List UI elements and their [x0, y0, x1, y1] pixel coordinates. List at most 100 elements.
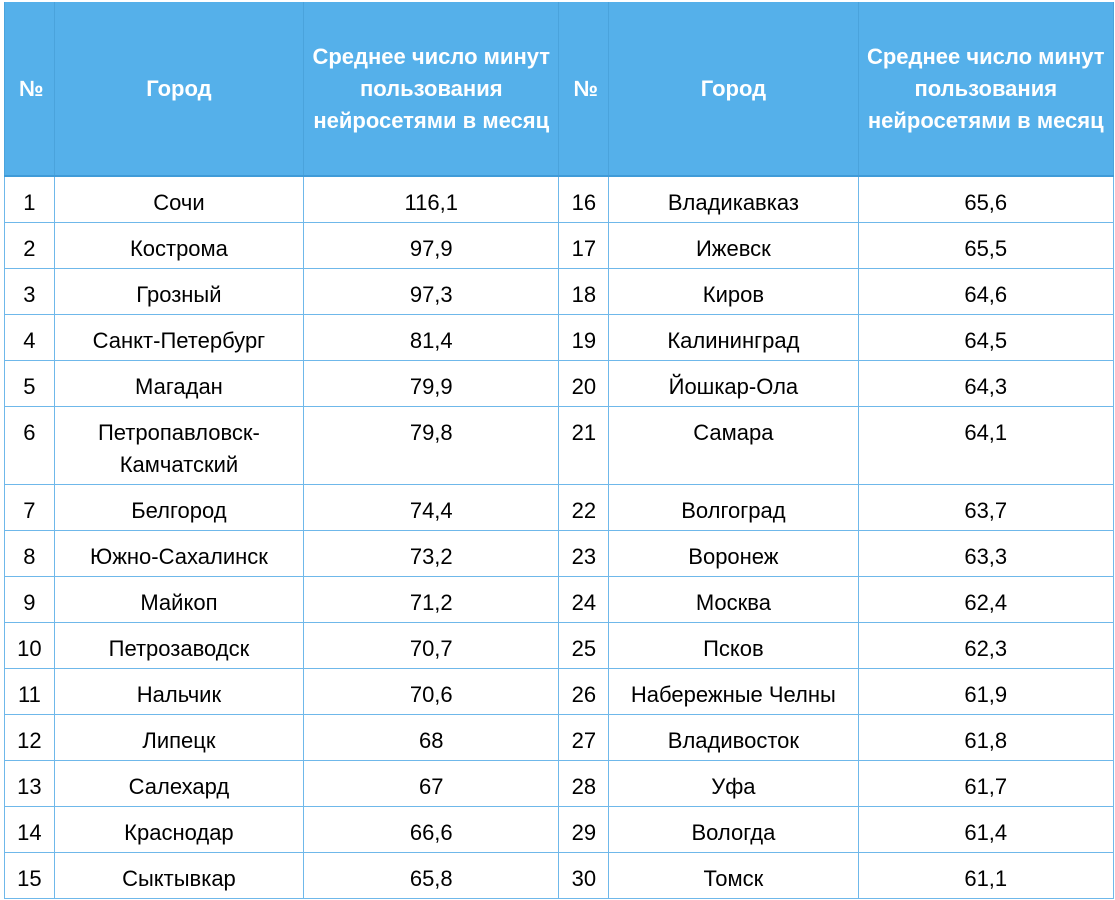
minutes-cell-right: 64,3 — [857, 360, 1114, 407]
city-cell-right: Псков — [608, 622, 859, 669]
table-row: 10 Петрозаводск 70,7 25 Псков 62,3 — [4, 622, 1114, 669]
city-cell-left: Липецк — [53, 714, 305, 761]
header-num-right: № — [558, 2, 610, 177]
rank-cell-right: 29 — [558, 806, 610, 853]
city-cell-right: Йошкар-Ола — [608, 360, 859, 407]
table-row: 3 Грозный 97,3 18 Киров 64,6 — [4, 268, 1114, 315]
table-body: 1 Сочи 116,1 16 Владикавказ 65,6 2 Кострома 97,9… — [4, 175, 1114, 899]
minutes-cell-right: 63,7 — [857, 484, 1114, 531]
minutes-cell-right: 61,1 — [857, 852, 1114, 899]
city-cell-left: Кострома — [53, 222, 305, 269]
city-cell-left: Нальчик — [53, 668, 305, 715]
minutes-cell-left: 97,3 — [303, 268, 560, 315]
table-header: № Город Среднее число минут пользования … — [4, 2, 1114, 177]
header-minutes-left: Среднее число минут пользования нейросет… — [303, 2, 560, 177]
header-city-right: Город — [608, 2, 859, 177]
minutes-cell-left: 74,4 — [303, 484, 560, 531]
rank-cell-left: 4 — [4, 314, 55, 361]
minutes-cell-right: 64,1 — [857, 406, 1114, 485]
rank-cell-right: 24 — [558, 576, 610, 623]
header-minutes-right: Среднее число минут пользования нейросет… — [857, 2, 1114, 177]
minutes-cell-left: 71,2 — [303, 576, 560, 623]
ranking-table-container: № Город Среднее число минут пользования … — [4, 2, 1114, 899]
minutes-cell-left: 66,6 — [303, 806, 560, 853]
city-cell-right: Владивосток — [608, 714, 859, 761]
table-row: 11 Нальчик 70,6 26 Набережные Челны 61,9 — [4, 668, 1114, 715]
rank-cell-left: 6 — [4, 406, 55, 485]
minutes-cell-right: 62,3 — [857, 622, 1114, 669]
minutes-cell-right: 61,9 — [857, 668, 1114, 715]
city-cell-right: Вологда — [608, 806, 859, 853]
rank-cell-left: 15 — [4, 852, 55, 899]
rank-cell-right: 20 — [558, 360, 610, 407]
city-cell-right: Воронеж — [608, 530, 859, 577]
city-cell-right: Киров — [608, 268, 859, 315]
city-cell-left: Сыктывкар — [53, 852, 305, 899]
minutes-cell-left: 67 — [303, 760, 560, 807]
minutes-cell-left: 79,9 — [303, 360, 560, 407]
rank-cell-left: 8 — [4, 530, 55, 577]
header-num-left: № — [4, 2, 55, 177]
minutes-cell-left: 70,7 — [303, 622, 560, 669]
city-cell-left: Петрозаводск — [53, 622, 305, 669]
city-cell-left: Салехард — [53, 760, 305, 807]
table-row: 12 Липецк 68 27 Владивосток 61,8 — [4, 714, 1114, 761]
city-cell-right: Калининград — [608, 314, 859, 361]
city-cell-right: Ижевск — [608, 222, 859, 269]
rank-cell-right: 21 — [558, 406, 610, 485]
city-cell-right: Волгоград — [608, 484, 859, 531]
city-cell-left: Грозный — [53, 268, 305, 315]
table-row: 14 Краснодар 66,6 29 Вологда 61,4 — [4, 806, 1114, 853]
table-row: 15 Сыктывкар 65,8 30 Томск 61,1 — [4, 852, 1114, 899]
rank-cell-left: 1 — [4, 175, 55, 223]
rank-cell-right: 30 — [558, 852, 610, 899]
header-row: № Город Среднее число минут пользования … — [4, 2, 1114, 177]
city-cell-left: Краснодар — [53, 806, 305, 853]
table-row: 2 Кострома 97,9 17 Ижевск 65,5 — [4, 222, 1114, 269]
rank-cell-left: 5 — [4, 360, 55, 407]
table-row: 1 Сочи 116,1 16 Владикавказ 65,6 — [4, 175, 1114, 223]
city-cell-right: Владикавказ — [608, 175, 859, 223]
minutes-cell-right: 64,6 — [857, 268, 1114, 315]
city-cell-left: Южно-Сахалинск — [53, 530, 305, 577]
city-ranking-table: № Город Среднее число минут пользования … — [4, 2, 1114, 899]
table-row: 8 Южно-Сахалинск 73,2 23 Воронеж 63,3 — [4, 530, 1114, 577]
minutes-cell-left: 68 — [303, 714, 560, 761]
city-cell-right: Уфа — [608, 760, 859, 807]
city-cell-right: Самара — [608, 406, 859, 485]
minutes-cell-left: 65,8 — [303, 852, 560, 899]
city-cell-right: Набережные Челны — [608, 668, 859, 715]
rank-cell-right: 16 — [558, 175, 610, 223]
rank-cell-left: 7 — [4, 484, 55, 531]
rank-cell-left: 10 — [4, 622, 55, 669]
rank-cell-left: 12 — [4, 714, 55, 761]
table-row: 5 Магадан 79,9 20 Йошкар-Ола 64,3 — [4, 360, 1114, 407]
rank-cell-right: 22 — [558, 484, 610, 531]
table-row: 9 Майкоп 71,2 24 Москва 62,4 — [4, 576, 1114, 623]
header-city-left: Город — [53, 2, 305, 177]
minutes-cell-right: 61,7 — [857, 760, 1114, 807]
rank-cell-right: 23 — [558, 530, 610, 577]
minutes-cell-left: 79,8 — [303, 406, 560, 485]
rank-cell-left: 14 — [4, 806, 55, 853]
rank-cell-right: 18 — [558, 268, 610, 315]
city-cell-left: Санкт-Петербург — [53, 314, 305, 361]
minutes-cell-right: 64,5 — [857, 314, 1114, 361]
minutes-cell-right: 61,8 — [857, 714, 1114, 761]
rank-cell-left: 9 — [4, 576, 55, 623]
minutes-cell-right: 63,3 — [857, 530, 1114, 577]
table-row: 13 Салехард 67 28 Уфа 61,7 — [4, 760, 1114, 807]
minutes-cell-right: 62,4 — [857, 576, 1114, 623]
minutes-cell-left: 116,1 — [303, 175, 560, 223]
rank-cell-right: 28 — [558, 760, 610, 807]
city-cell-left: Белгород — [53, 484, 305, 531]
minutes-cell-right: 65,6 — [857, 175, 1114, 223]
rank-cell-right: 17 — [558, 222, 610, 269]
minutes-cell-left: 70,6 — [303, 668, 560, 715]
rank-cell-left: 3 — [4, 268, 55, 315]
table-row: 4 Санкт-Петербург 81,4 19 Калининград 64,5 — [4, 314, 1114, 361]
rank-cell-left: 13 — [4, 760, 55, 807]
rank-cell-right: 19 — [558, 314, 610, 361]
minutes-cell-right: 61,4 — [857, 806, 1114, 853]
rank-cell-right: 26 — [558, 668, 610, 715]
